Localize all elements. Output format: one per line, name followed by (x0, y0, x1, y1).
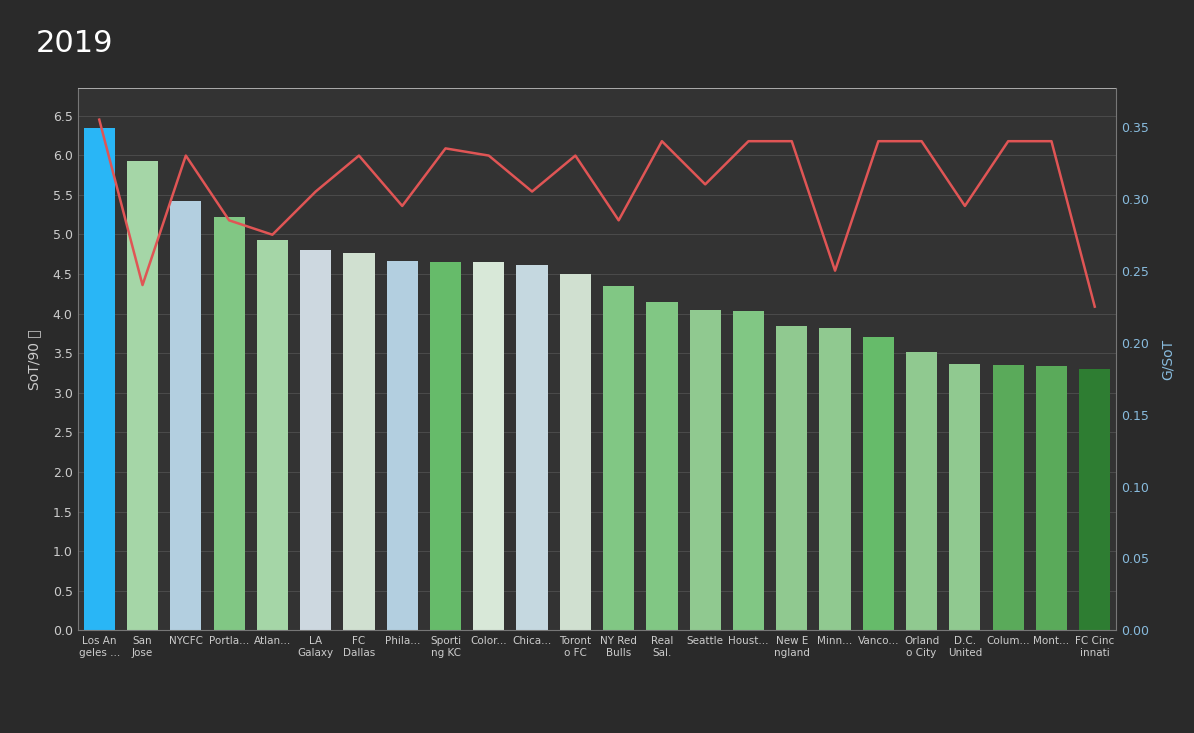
Y-axis label: G/SoT: G/SoT (1161, 339, 1175, 380)
Bar (776, 325, 807, 630)
Bar (127, 161, 158, 630)
Bar (992, 365, 1023, 630)
Bar (646, 302, 677, 630)
Text: 2019: 2019 (36, 29, 113, 59)
Bar (1079, 369, 1110, 630)
Bar (300, 250, 331, 630)
Bar (690, 311, 721, 630)
Bar (171, 201, 202, 630)
Bar (214, 217, 245, 630)
Bar (560, 274, 591, 630)
Bar (863, 337, 894, 630)
Bar (1036, 366, 1067, 630)
Bar (603, 286, 634, 630)
Bar (84, 128, 115, 630)
Bar (473, 262, 504, 630)
Bar (949, 364, 980, 630)
Bar (344, 254, 375, 630)
Bar (387, 261, 418, 630)
Bar (257, 240, 288, 630)
Bar (906, 352, 937, 630)
Bar (733, 312, 764, 630)
Bar (430, 262, 461, 630)
Bar (517, 265, 548, 630)
Bar (819, 328, 850, 630)
Y-axis label: SoT/90 图: SoT/90 图 (27, 329, 42, 389)
